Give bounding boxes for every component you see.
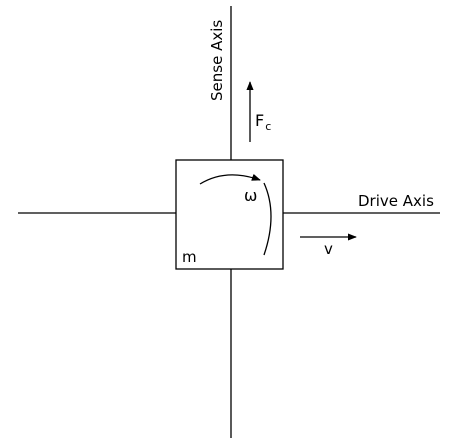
sense-axis-label: Sense Axis: [208, 20, 226, 101]
angular-velocity-label: ω: [244, 186, 257, 205]
coriolis-force-subscript: c: [265, 120, 271, 133]
coriolis-force-label: Fc: [255, 111, 271, 133]
coriolis-force-symbol: F: [255, 111, 264, 130]
drive-axis-label: Drive Axis: [358, 192, 434, 210]
rotation-arrow-top: [199, 173, 261, 185]
proof-mass-box: [175, 159, 284, 270]
mass-label: m: [182, 248, 197, 266]
rotation-arc-right: [263, 182, 272, 256]
velocity-label: v: [324, 240, 333, 258]
